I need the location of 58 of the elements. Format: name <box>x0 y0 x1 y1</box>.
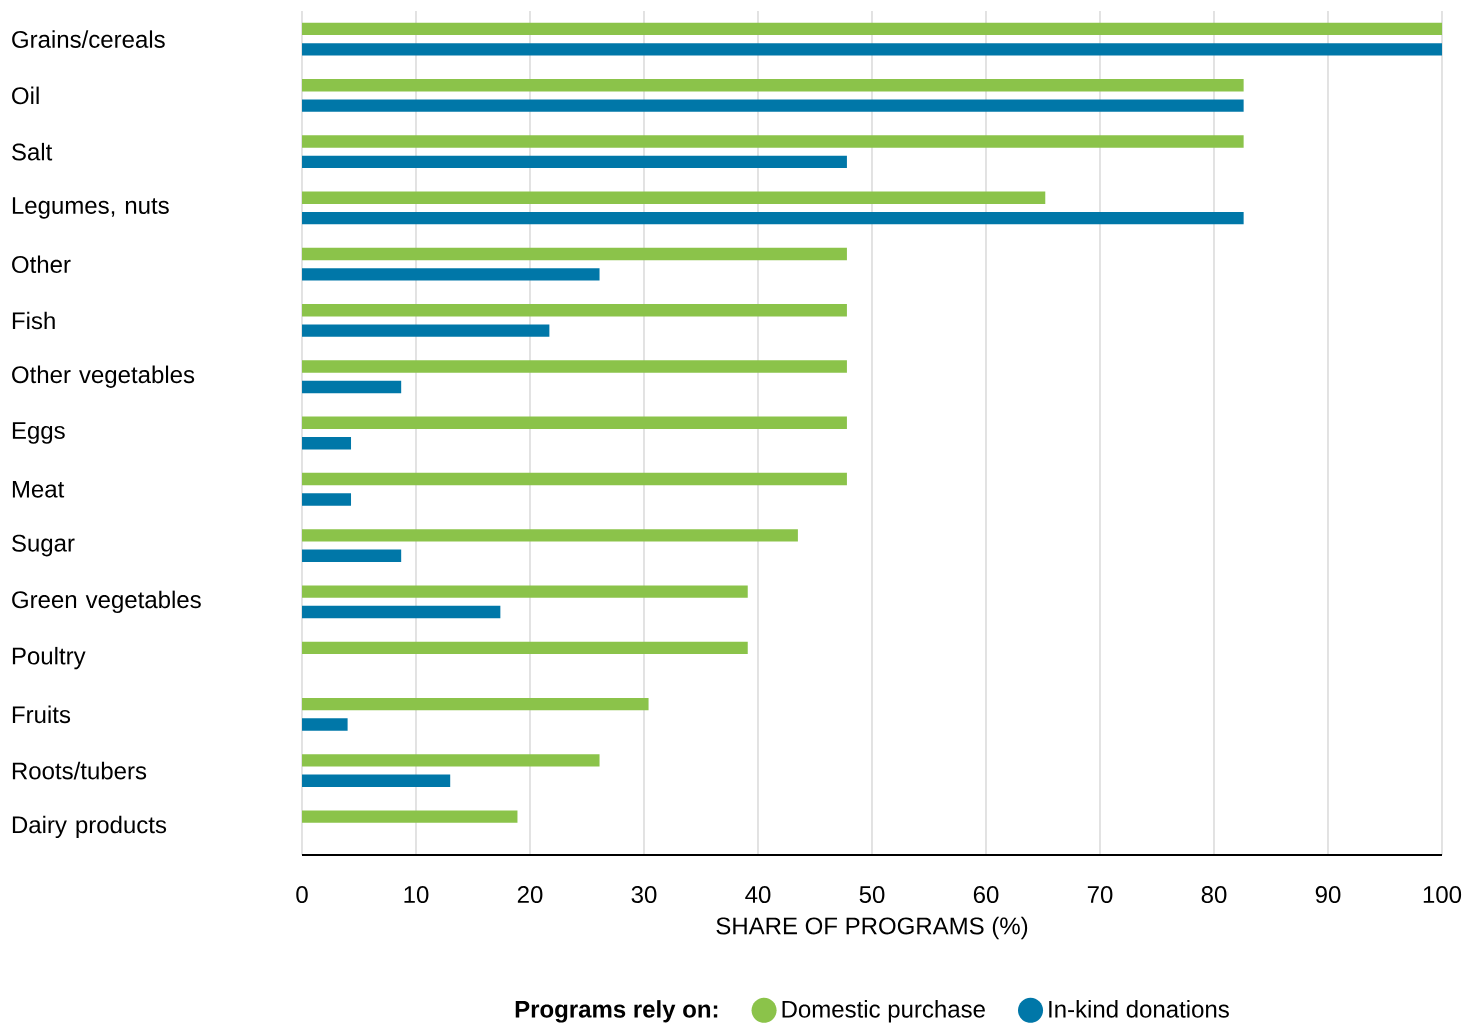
legend-title: Programs rely on: <box>515 1000 718 1023</box>
y-tick-label: Fish <box>12 311 55 330</box>
bar <box>302 472 847 486</box>
bar <box>302 324 550 337</box>
bar <box>302 697 649 711</box>
y-tick-label: Sugar <box>12 534 75 557</box>
bar <box>302 605 501 619</box>
bar <box>302 380 402 394</box>
bar <box>302 718 348 731</box>
y-tick-label: Eggs <box>12 422 65 444</box>
bar <box>302 99 1244 112</box>
y-tick-label: Other <box>12 255 71 273</box>
bar <box>302 360 847 373</box>
bar <box>302 549 402 562</box>
bar <box>302 135 1244 148</box>
bar <box>302 211 1244 225</box>
y-tick-label: Oil <box>12 86 39 105</box>
bar <box>302 22 1442 36</box>
x-tick-label: 40 <box>745 886 771 904</box>
bar <box>302 437 352 450</box>
x-tick-label: 20 <box>517 886 543 904</box>
bar <box>302 155 847 169</box>
y-tick-label: Grains/cereals <box>12 30 165 48</box>
y-tick-label: Salt <box>12 142 53 161</box>
y-tick-label: Poultry <box>12 646 86 670</box>
x-tick-label: 50 <box>859 886 885 904</box>
x-tick-label: 70 <box>1087 886 1113 904</box>
bar <box>302 247 847 261</box>
bar <box>302 268 600 281</box>
legend-label: Domestic purchase <box>782 1000 985 1023</box>
y-tick-label: Legumes, nuts <box>12 197 169 219</box>
bar <box>302 416 847 429</box>
y-tick-label: Roots/tubers <box>12 761 147 780</box>
legend-label: In-kind donations <box>1049 1000 1229 1018</box>
x-tick-label: 80 <box>1201 886 1227 904</box>
x-tick-label: 100 <box>1423 886 1462 904</box>
y-tick-label: Green vegetables <box>12 590 201 613</box>
y-tick-label: Other vegetables <box>12 365 195 388</box>
x-tick-label: 10 <box>404 886 429 904</box>
x-tick-label: 30 <box>631 886 657 904</box>
y-tick-label: Dairy products <box>12 815 167 839</box>
bar <box>302 754 600 767</box>
x-tick-label: 0 <box>296 886 308 904</box>
bar <box>302 774 451 787</box>
x-tick-label: 60 <box>973 886 999 904</box>
bar <box>302 304 847 317</box>
bar <box>302 191 1046 204</box>
x-tick-label: 90 <box>1315 886 1341 904</box>
bar <box>302 585 748 598</box>
y-tick-label: Fruits <box>12 705 71 724</box>
bar <box>302 43 1442 56</box>
bar <box>302 493 352 506</box>
bar <box>302 641 748 655</box>
x-axis-title: SHARE OF PROGRAMS (%) <box>716 916 1028 940</box>
bar <box>302 810 518 823</box>
bar <box>302 79 1244 92</box>
y-tick-label: Meat <box>12 480 65 498</box>
bar <box>302 529 798 542</box>
